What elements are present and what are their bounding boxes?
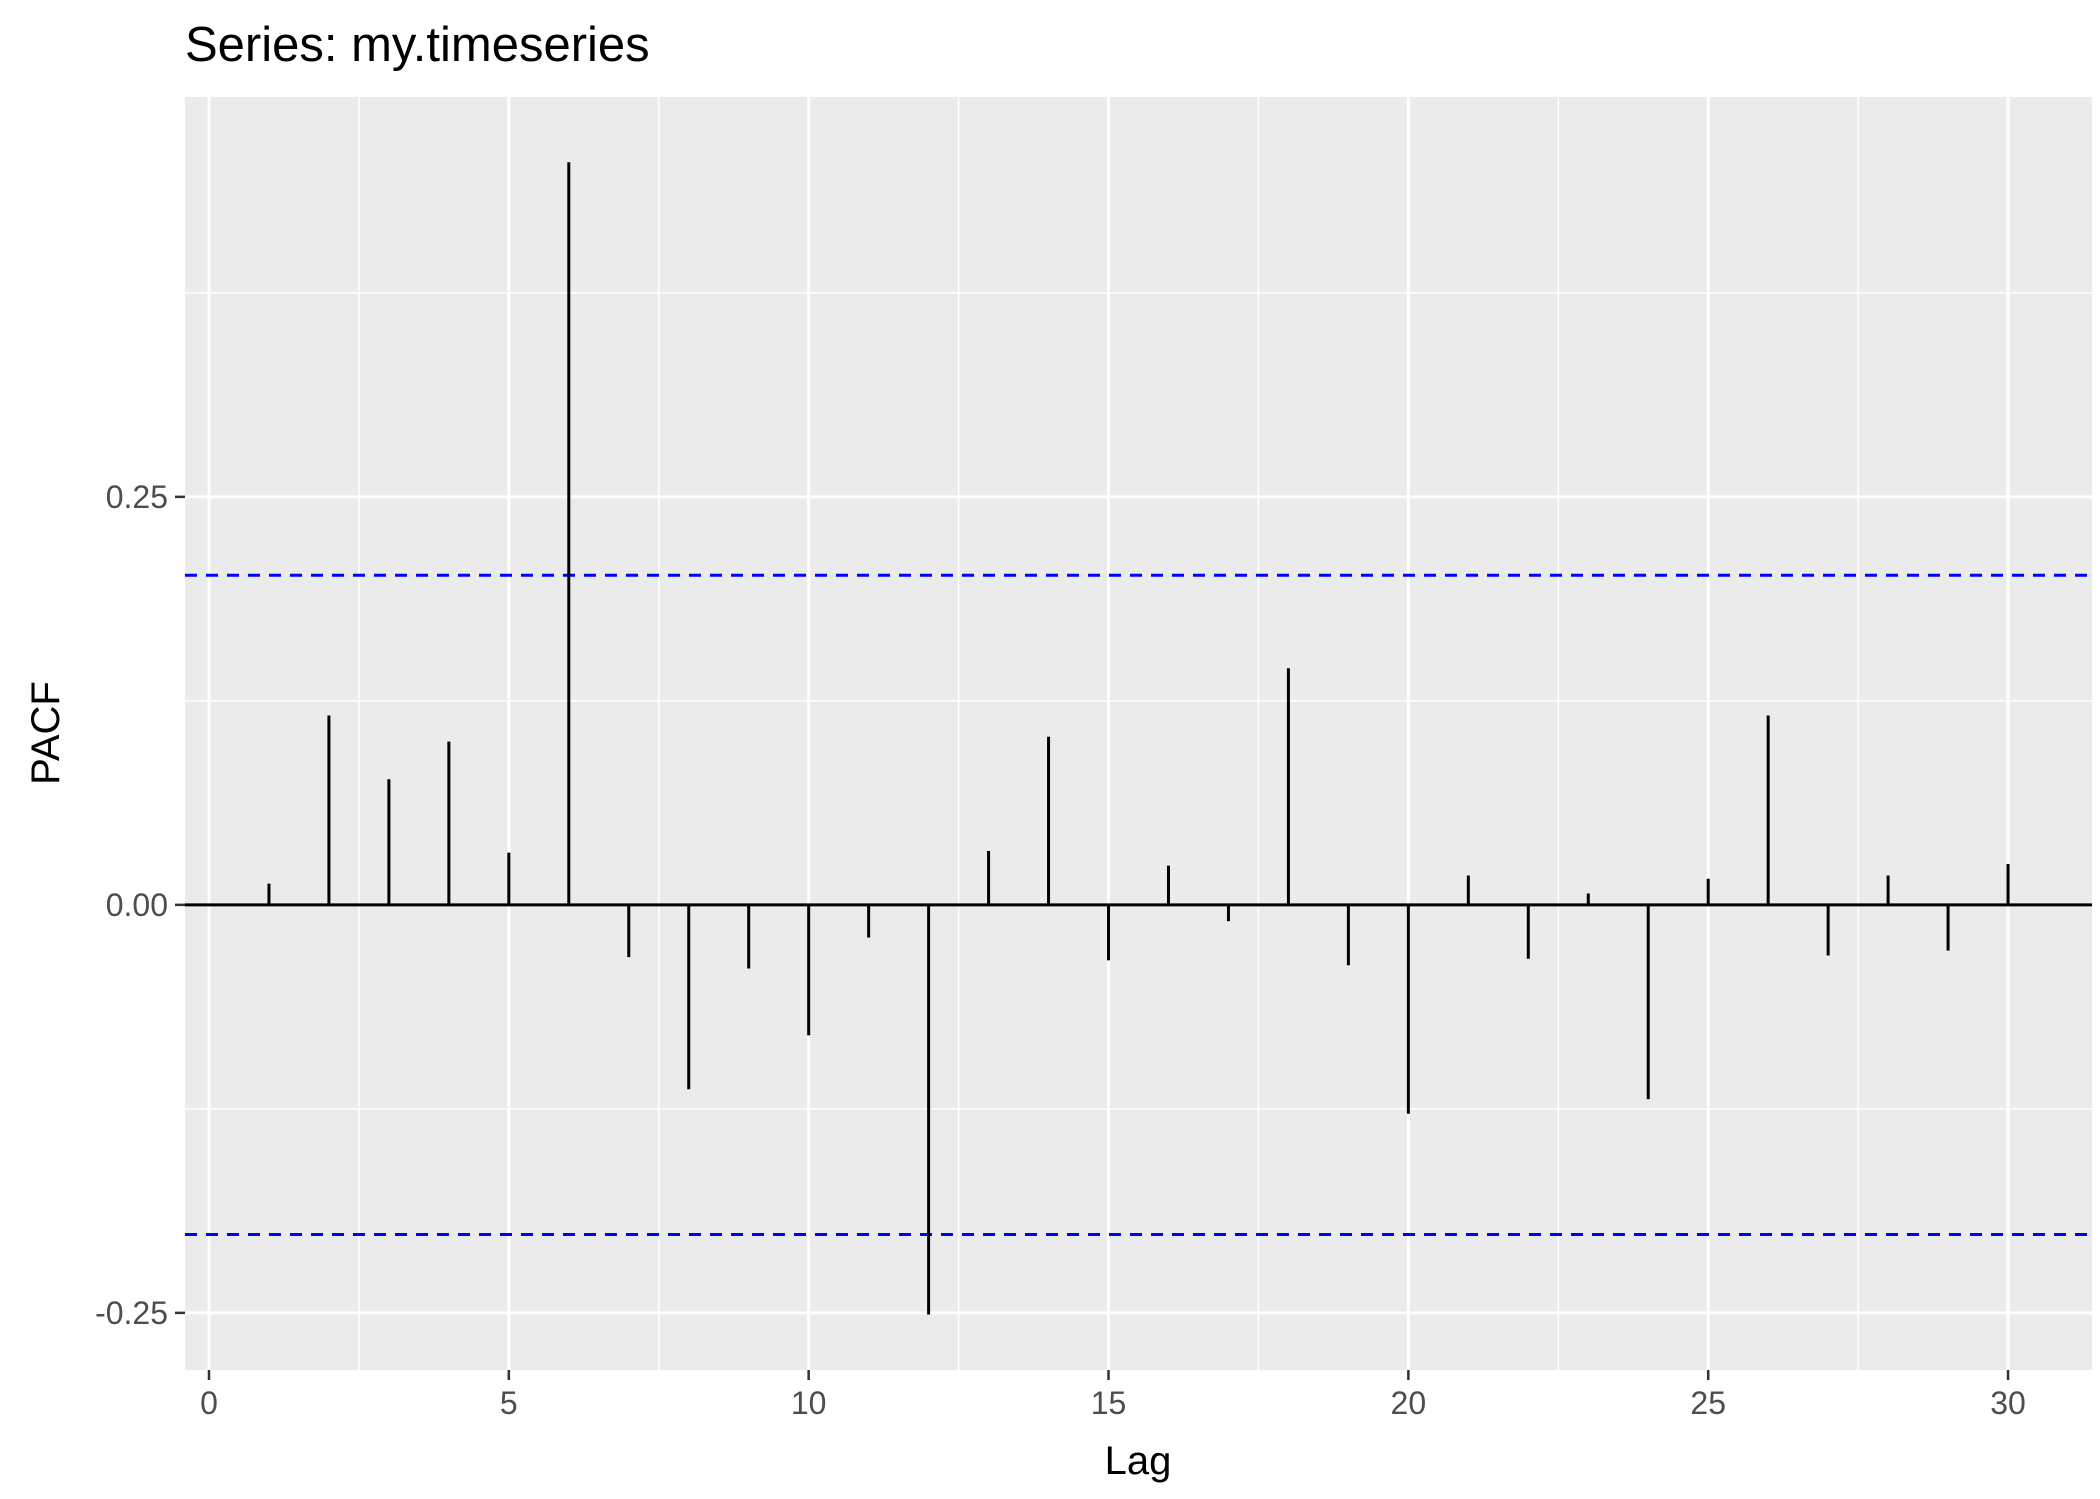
confidence-bounds (185, 573, 2092, 1237)
y-tick-label: -0.25 (95, 1295, 168, 1331)
x-tick-label: 25 (1690, 1385, 1726, 1421)
x-axis-title: Lag (1105, 1439, 1172, 1483)
x-tick-label: 15 (1091, 1385, 1127, 1421)
x-tick-label: 0 (200, 1385, 218, 1421)
axes: 0 5 10 15 20 25 30 -0.25 0.00 0.25 (95, 479, 2026, 1421)
y-axis-title: PACF (24, 681, 68, 785)
chart-title: Series: my.timeseries (185, 18, 650, 72)
x-tick-label: 5 (500, 1385, 518, 1421)
x-tick-label: 30 (1990, 1385, 2026, 1421)
y-tick-label: 0.25 (106, 479, 168, 515)
plot-panel (185, 97, 2092, 1370)
x-tick-label: 10 (791, 1385, 827, 1421)
x-tick-label: 20 (1391, 1385, 1427, 1421)
pacf-bars (185, 162, 2092, 1315)
y-tick-label: 0.00 (106, 887, 168, 923)
